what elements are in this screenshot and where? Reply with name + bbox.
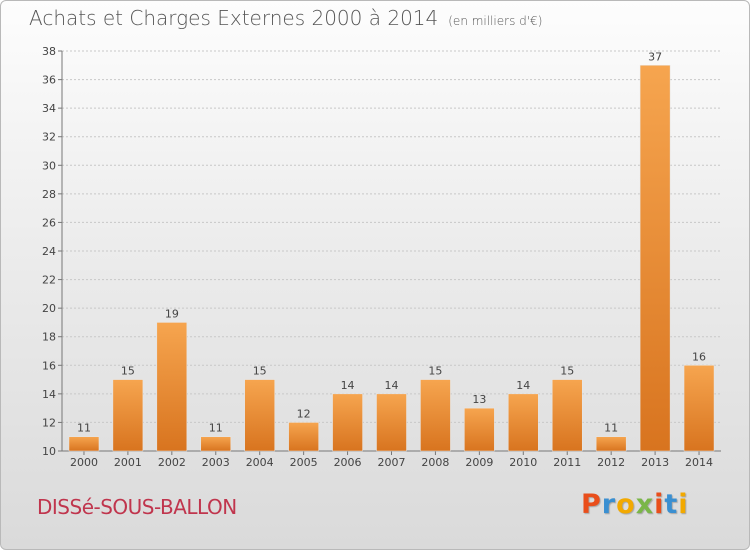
bar-value-label: 14 xyxy=(385,379,399,392)
bar-value-label: 11 xyxy=(209,422,223,435)
bar xyxy=(200,436,232,452)
y-tick-label: 14 xyxy=(42,388,56,401)
bar xyxy=(595,436,627,452)
labels: 10 12 14 16 18 20 22 24 26 28 30 32 34 36 38 11 2000 15 20… xyxy=(42,45,713,469)
x-tick-label: 2011 xyxy=(553,456,581,469)
bar-value-label: 14 xyxy=(516,379,530,392)
proxiti-logo: Proxiti xyxy=(581,489,689,520)
x-tick-label: 2005 xyxy=(290,456,318,469)
chart-title-block: Achats et Charges Externes 2000 à 2014 (e… xyxy=(29,6,542,30)
y-tick-label: 12 xyxy=(42,416,56,429)
logo-letter: x xyxy=(635,489,655,520)
y-tick-label: 16 xyxy=(42,359,56,372)
logo-letter: r xyxy=(601,489,617,520)
y-tick-label: 18 xyxy=(42,331,56,344)
logo-letter: o xyxy=(616,489,636,520)
y-tick-label: 24 xyxy=(42,245,56,258)
y-tick-label: 34 xyxy=(42,102,56,115)
bar xyxy=(244,379,275,452)
logo-letter: i xyxy=(654,489,665,520)
bar xyxy=(464,407,495,452)
chart-subtitle: (en milliers d'€) xyxy=(448,14,543,28)
bar xyxy=(420,379,451,452)
bar xyxy=(683,365,715,452)
logo-letter: t xyxy=(664,489,679,520)
bar xyxy=(112,379,144,452)
y-tick-label: 38 xyxy=(42,45,56,58)
commune-name: DISSé-SOUS-BALLON xyxy=(37,495,237,519)
bar xyxy=(551,379,583,452)
chart-title: Achats et Charges Externes 2000 à 2014 xyxy=(29,6,439,30)
bar xyxy=(288,422,319,452)
bar xyxy=(639,65,671,452)
bar-value-label: 16 xyxy=(692,350,706,363)
y-tick-label: 22 xyxy=(42,274,56,287)
bar xyxy=(156,322,188,452)
bar-value-label: 15 xyxy=(560,365,574,378)
x-tick-label: 2002 xyxy=(158,456,186,469)
x-tick-label: 2008 xyxy=(421,456,449,469)
logo-letter: i xyxy=(678,489,689,520)
logo-letter: P xyxy=(581,489,602,520)
x-tick-label: 2001 xyxy=(114,456,142,469)
bar-value-label: 19 xyxy=(165,307,179,320)
x-tick-label: 2007 xyxy=(378,456,406,469)
x-tick-label: 2010 xyxy=(509,456,537,469)
bar-value-label: 15 xyxy=(121,365,135,378)
x-tick-label: 2006 xyxy=(334,456,362,469)
y-tick-label: 36 xyxy=(42,74,56,87)
bar-value-label: 11 xyxy=(77,422,91,435)
bar-value-label: 37 xyxy=(648,50,662,63)
x-tick-label: 2004 xyxy=(246,456,274,469)
bar xyxy=(508,393,539,452)
bar-value-label: 11 xyxy=(604,422,618,435)
bar-value-label: 15 xyxy=(253,365,267,378)
bar xyxy=(376,393,407,452)
y-tick-label: 20 xyxy=(42,302,56,315)
x-tick-label: 2003 xyxy=(202,456,230,469)
y-tick-label: 28 xyxy=(42,188,56,201)
x-tick-label: 2014 xyxy=(685,456,713,469)
bar xyxy=(332,393,363,452)
y-tick-label: 30 xyxy=(42,159,56,172)
x-tick-label: 2009 xyxy=(465,456,493,469)
y-tick-label: 32 xyxy=(42,131,56,144)
bars xyxy=(68,65,715,452)
y-tick-label: 10 xyxy=(42,445,56,458)
bar-value-label: 13 xyxy=(472,393,486,406)
bar-value-label: 12 xyxy=(297,407,311,420)
x-tick-label: 2013 xyxy=(641,456,669,469)
x-tick-label: 2000 xyxy=(70,456,98,469)
bar-value-label: 14 xyxy=(341,379,355,392)
x-tick-label: 2012 xyxy=(597,456,625,469)
y-tick-label: 26 xyxy=(42,216,56,229)
bar-value-label: 15 xyxy=(428,365,442,378)
bar xyxy=(68,436,100,452)
